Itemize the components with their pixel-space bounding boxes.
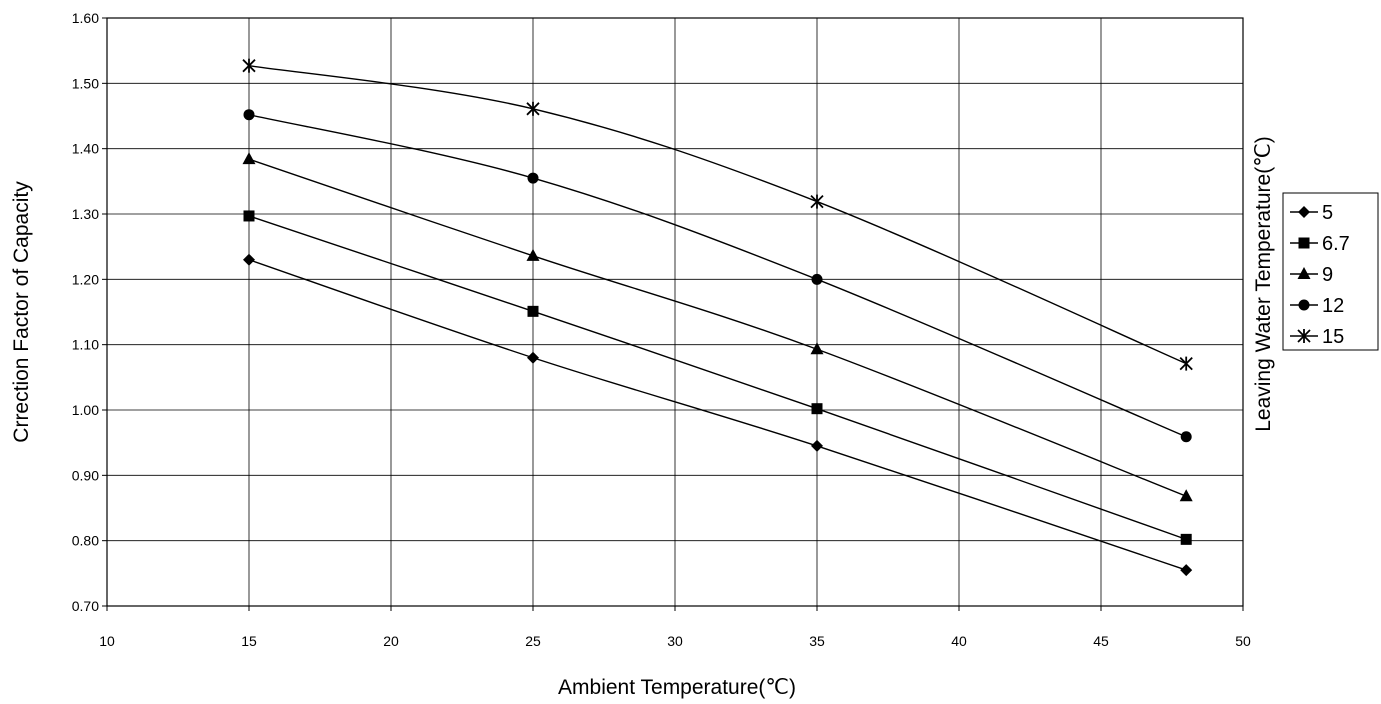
series-markers	[242, 58, 1193, 577]
series-line-6.7	[248, 215, 1187, 541]
y-axis-title: Crrection Factor of Capacity	[10, 181, 33, 443]
legend: 5 6.7 9 12 15	[1282, 192, 1379, 351]
legend-marker-5	[1298, 206, 1310, 218]
x-tick-label: 50	[1235, 633, 1251, 649]
x-tick-label: 30	[667, 633, 683, 649]
legend-label-15: 15	[1322, 326, 1344, 348]
y-tick-label: 1.30	[72, 206, 99, 222]
data-point-9	[526, 248, 540, 261]
y-axis-ticks: 0.70 0.80 0.90 1.00 1.10 1.20 1.30 1.40 1.50 1.60	[72, 10, 107, 614]
data-point-6.7	[527, 305, 539, 317]
data-point-5	[811, 439, 823, 452]
series-lines	[248, 65, 1187, 571]
legend-marker-9	[1297, 267, 1311, 279]
y-tick-label: 1.00	[72, 402, 99, 418]
legend-marker-12	[1298, 299, 1310, 311]
legend-box	[1282, 192, 1379, 351]
x-axis-ticks: 10 15 20 25 30 35 40 45 50	[99, 606, 1251, 649]
y-tick-label: 0.70	[72, 598, 99, 614]
y-tick-label: 1.10	[72, 337, 99, 353]
data-point-12	[527, 172, 539, 184]
x-tick-label: 20	[383, 633, 399, 649]
series-line-12	[248, 114, 1187, 438]
y-tick-label: 1.40	[72, 141, 99, 157]
data-point-15	[526, 101, 540, 116]
data-point-5	[1180, 564, 1193, 577]
x-tick-label: 45	[1093, 633, 1109, 649]
legend-title: Leaving Water Temperature(℃)	[1252, 136, 1275, 432]
x-tick-label: 10	[99, 633, 115, 649]
legend-label-9: 9	[1322, 264, 1333, 286]
legend-label-12: 12	[1322, 295, 1344, 317]
y-tick-label: 1.60	[72, 10, 99, 26]
legend-label-5: 5	[1322, 202, 1333, 224]
data-point-12	[243, 109, 255, 121]
data-point-9	[242, 152, 256, 165]
legend-label-6.7: 6.7	[1322, 233, 1350, 255]
data-point-12	[1180, 431, 1192, 443]
series-line-5	[248, 259, 1187, 571]
data-point-15	[1179, 356, 1193, 371]
data-point-15	[242, 58, 256, 73]
x-axis-title: Ambient Temperature(℃)	[558, 676, 796, 699]
data-point-6.7	[1180, 533, 1192, 545]
data-point-9	[810, 342, 824, 355]
y-tick-label: 1.50	[72, 75, 99, 91]
data-point-15	[810, 194, 824, 209]
data-point-6.7	[243, 210, 255, 222]
data-point-5	[243, 253, 255, 266]
x-tick-label: 40	[951, 633, 967, 649]
data-point-9	[1179, 489, 1193, 502]
y-tick-label: 0.90	[72, 467, 99, 483]
data-point-12	[811, 273, 823, 285]
y-tick-label: 0.80	[72, 533, 99, 549]
series-line-15	[248, 65, 1187, 365]
x-tick-label: 25	[525, 633, 541, 649]
legend-marker-6.7	[1298, 237, 1310, 249]
series-line-9	[248, 158, 1187, 497]
data-point-5	[527, 351, 539, 364]
data-point-6.7	[811, 403, 823, 415]
y-tick-label: 1.20	[72, 271, 99, 287]
x-tick-label: 35	[809, 633, 825, 649]
x-tick-label: 15	[241, 633, 257, 649]
legend-marker-15	[1297, 329, 1311, 343]
